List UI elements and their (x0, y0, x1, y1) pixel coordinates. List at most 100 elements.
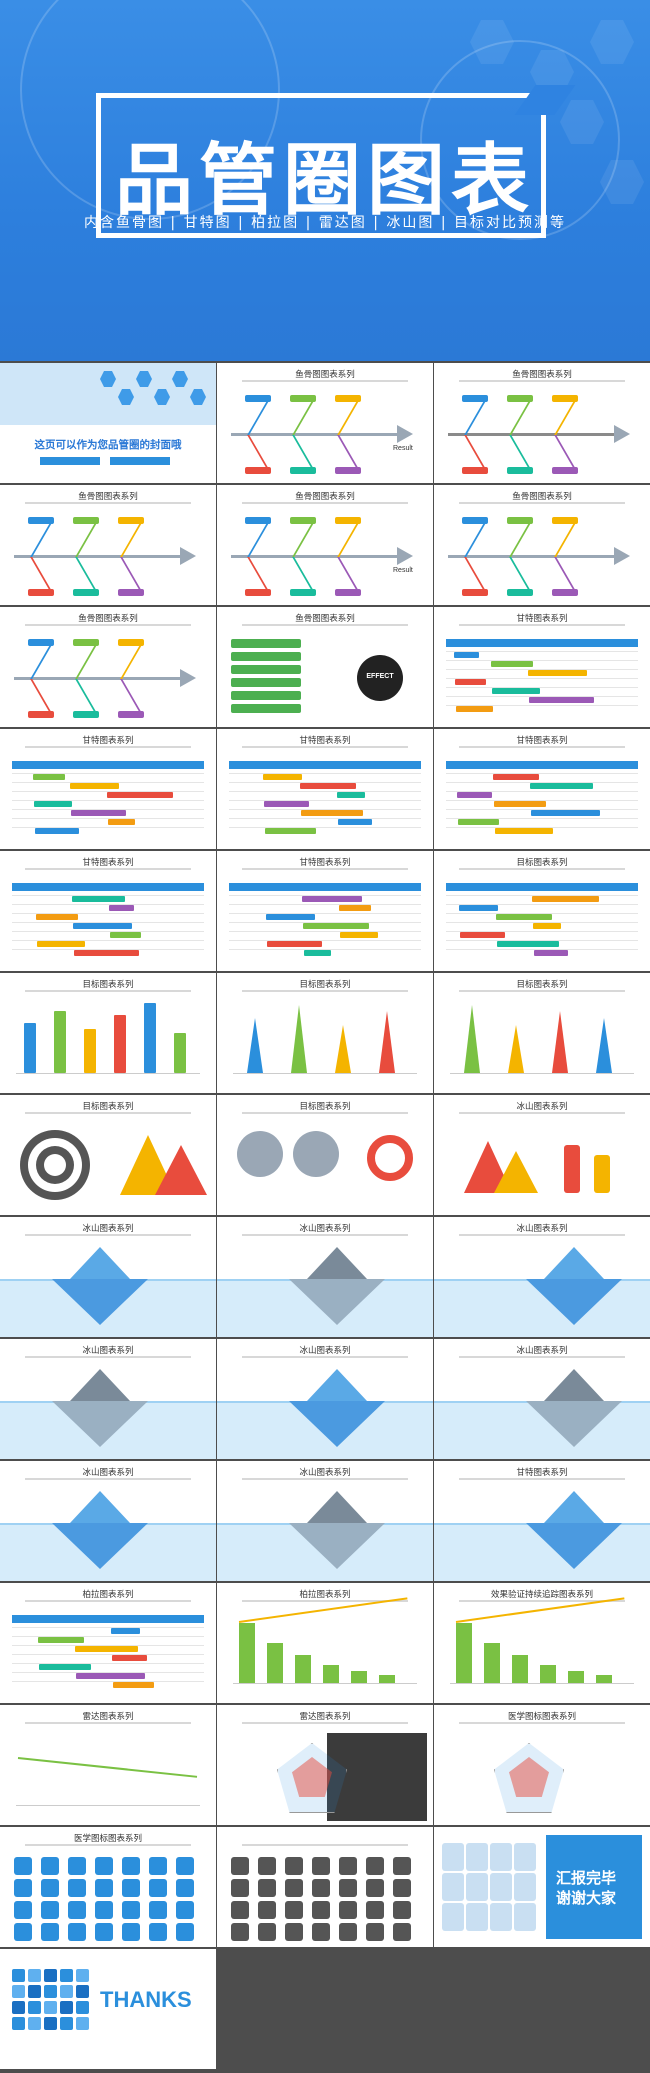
slide-subtitle-line (242, 1234, 408, 1236)
slide-thumbnail: 鱼骨图图表系列 EFFECT (217, 607, 433, 727)
shape (312, 1901, 330, 1919)
slide-subtitle-line (242, 1844, 408, 1846)
bone (292, 557, 314, 591)
shape (231, 1923, 249, 1941)
shape (44, 2001, 57, 2014)
slide-thumbnail: 医学图标图表系列 (434, 1705, 650, 1825)
hex-icon (100, 371, 116, 387)
shape (12, 931, 204, 932)
slide-title: 冰山图表系列 (82, 1468, 134, 1478)
iceberg-base (52, 1523, 148, 1569)
bone (247, 557, 269, 591)
shape (12, 895, 204, 896)
shape (490, 1903, 512, 1931)
arrow-head (397, 425, 413, 443)
shape (174, 1033, 186, 1073)
shape (366, 1879, 384, 1897)
shape (245, 517, 271, 524)
shape (68, 1857, 86, 1875)
slide-subtitle-line (459, 746, 625, 748)
slide-title: 冰山图表系列 (516, 1102, 568, 1112)
bone (75, 679, 97, 713)
shape (60, 1969, 73, 1982)
shape (41, 1879, 59, 1897)
shape (176, 1857, 194, 1875)
arrow-head (180, 669, 196, 687)
shape (339, 1923, 357, 1941)
shape (176, 1923, 194, 1941)
shape (28, 1985, 41, 1998)
thanks-text: THANKS (100, 1987, 192, 2012)
arrow-head (180, 547, 196, 565)
shape (335, 517, 361, 524)
shape (122, 1879, 140, 1897)
shape (14, 1857, 32, 1875)
shape (39, 1664, 91, 1670)
bone (554, 523, 576, 557)
shape (73, 711, 99, 718)
bone (75, 523, 97, 557)
page-subtitle: 内含鱼骨图 | 甘特图 | 柏拉图 | 雷达图 | 冰山图 | 目标对比预测等 (83, 215, 567, 231)
slide-thumbnail (434, 1949, 650, 2069)
shape (245, 395, 271, 402)
bone (120, 523, 142, 557)
shape (568, 1671, 584, 1683)
shape (12, 913, 204, 914)
shape (176, 1901, 194, 1919)
slide-title: 甘特图表系列 (516, 736, 568, 746)
iceberg-base (52, 1401, 148, 1447)
bone (509, 523, 531, 557)
shape (231, 704, 301, 713)
shape (231, 555, 401, 558)
shape (446, 696, 638, 697)
shape (12, 949, 204, 950)
shape (466, 1843, 488, 1871)
slide-title: 鱼骨图图表系列 (295, 370, 355, 380)
report-done: 汇报完毕 (556, 1869, 617, 1887)
shape (35, 828, 79, 834)
slide-title: 雷达图表系列 (299, 1712, 351, 1722)
iceberg-tip (544, 1491, 604, 1523)
slide-title: 冰山图表系列 (82, 1224, 134, 1234)
shape (231, 1901, 249, 1919)
slide-thumbnail (217, 1827, 433, 1947)
shape (33, 774, 65, 780)
shape (533, 923, 561, 929)
slide-thumbnail: 冰山图表系列 (217, 1339, 433, 1459)
shape (285, 1923, 303, 1941)
shape (258, 1879, 276, 1897)
cone (379, 1011, 395, 1073)
iceberg-tip (70, 1369, 130, 1401)
slide-thumbnail: 目标图表系列 (217, 1095, 433, 1215)
slide-thumbnail: 目标图表系列 (434, 851, 650, 971)
slide-title: 鱼骨图图表系列 (512, 492, 572, 502)
shape (229, 922, 421, 923)
shape (512, 1655, 528, 1683)
hex-icon (136, 371, 152, 387)
hero-banner: 品管圈图表 内含鱼骨图 | 甘特图 | 柏拉图 | 雷达图 | 冰山图 | 目标… (0, 0, 650, 361)
bone (75, 557, 97, 591)
slide-title: 甘特图表系列 (299, 858, 351, 868)
gauge (293, 1131, 339, 1177)
hex-icon (118, 389, 134, 405)
slide-thumbnail: 冰山图表系列 (434, 1095, 650, 1215)
peak (155, 1145, 207, 1195)
shape (76, 2017, 89, 2030)
shape (110, 932, 141, 938)
shape (462, 517, 488, 524)
shape (12, 782, 204, 783)
slide-title: 目标图表系列 (516, 980, 568, 990)
shape (72, 896, 125, 902)
shape (28, 2017, 41, 2030)
shape (12, 1645, 204, 1646)
shape (229, 904, 421, 905)
slide-subtitle-line (25, 1600, 191, 1602)
bone (30, 557, 52, 591)
slide-subtitle-line (25, 502, 191, 504)
shape (393, 1857, 411, 1875)
bone (554, 435, 576, 469)
shape (446, 782, 638, 783)
bone (464, 435, 486, 469)
shape (446, 883, 638, 891)
bone (120, 645, 142, 679)
